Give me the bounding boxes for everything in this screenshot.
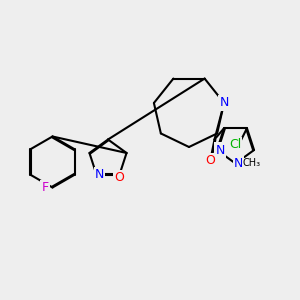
Text: Cl: Cl — [229, 138, 241, 151]
Text: CH₃: CH₃ — [243, 158, 261, 169]
Text: N: N — [215, 143, 225, 157]
Text: N: N — [95, 168, 104, 181]
Text: O: O — [205, 154, 215, 167]
Text: F: F — [41, 181, 49, 194]
Text: N: N — [219, 97, 229, 110]
Text: O: O — [115, 171, 124, 184]
Text: N: N — [234, 157, 243, 170]
